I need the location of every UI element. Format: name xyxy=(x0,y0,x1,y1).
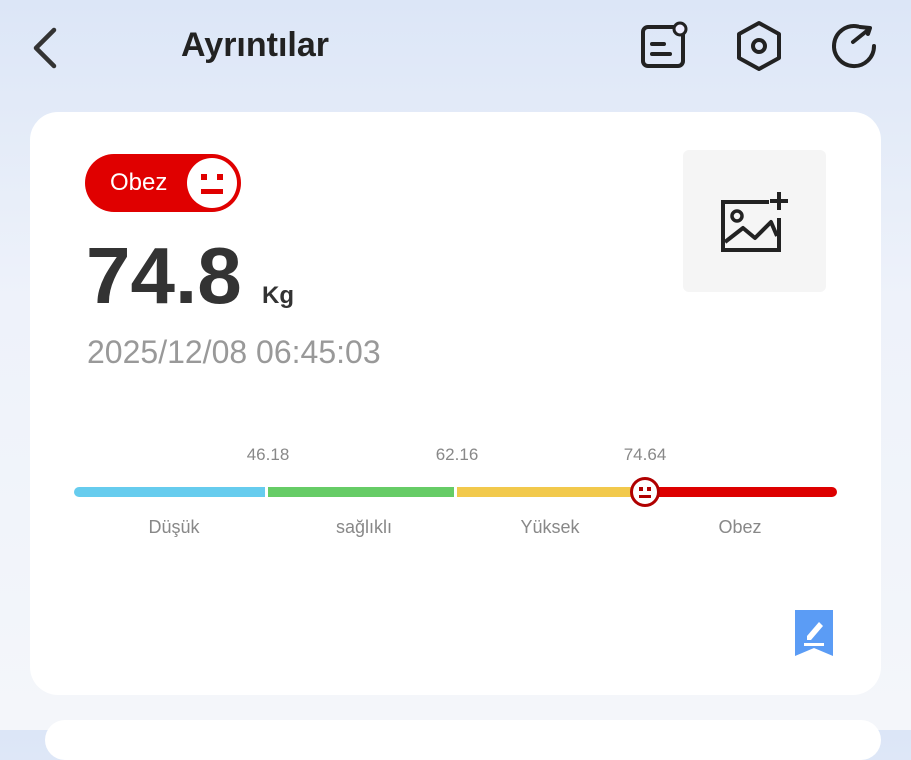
threshold-label: 74.64 xyxy=(623,445,667,464)
neutral-face-icon xyxy=(187,158,237,208)
weight-value: 74.8 xyxy=(86,231,242,320)
add-photo-button[interactable] xyxy=(683,150,826,292)
threshold-label: 62.16 xyxy=(435,445,479,464)
add-image-icon xyxy=(721,192,788,252)
weight-unit: Kg xyxy=(262,282,294,309)
note-icon[interactable] xyxy=(640,20,690,70)
back-icon[interactable] xyxy=(28,26,62,70)
measurement-datetime: 2025/12/08 06:45:03 xyxy=(87,334,381,370)
page-title: Ayrıntılar xyxy=(181,26,330,64)
scale-marker-face-icon xyxy=(630,477,660,507)
status-badge-label: Obez xyxy=(110,169,168,196)
category-label: Obez xyxy=(718,517,762,537)
scale-segment-obese xyxy=(645,487,837,497)
scale-segment-high xyxy=(457,487,647,497)
scale-segment-low xyxy=(74,487,265,497)
next-card xyxy=(45,720,881,760)
refresh-icon[interactable] xyxy=(828,20,880,72)
scale-segment-healthy xyxy=(268,487,454,497)
status-badge: Obez xyxy=(85,154,241,212)
threshold-label: 46.18 xyxy=(246,445,290,464)
category-label: sağlıklı xyxy=(335,517,393,537)
category-label: Düşük xyxy=(148,517,200,537)
settings-icon[interactable] xyxy=(734,20,784,72)
edit-note-icon[interactable] xyxy=(795,610,833,656)
category-label: Yüksek xyxy=(520,517,580,537)
